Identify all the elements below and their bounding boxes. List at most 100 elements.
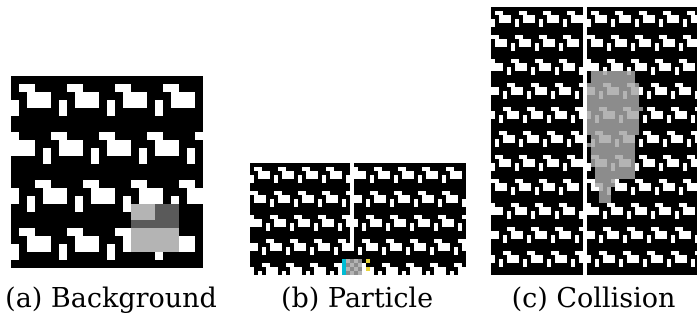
grid-cell bbox=[519, 223, 523, 227]
grid-cell bbox=[547, 179, 551, 183]
grid-cell bbox=[563, 103, 567, 107]
grid-cell bbox=[278, 255, 282, 259]
grid-cell bbox=[430, 223, 434, 227]
grid-cell bbox=[290, 195, 294, 199]
grid-cell bbox=[350, 255, 354, 259]
grid-cell bbox=[675, 207, 679, 211]
grid-cell bbox=[687, 15, 691, 19]
grid-cell bbox=[115, 252, 123, 260]
grid-cell bbox=[611, 83, 615, 87]
grid-cell bbox=[358, 259, 362, 263]
grid-cell bbox=[374, 183, 378, 187]
grid-cell bbox=[623, 115, 627, 119]
grid-cell bbox=[695, 223, 697, 227]
grid-cell bbox=[99, 124, 107, 132]
grid-cell bbox=[531, 47, 535, 51]
grid-cell bbox=[563, 187, 567, 191]
grid-cell bbox=[671, 103, 675, 107]
grid-cell bbox=[671, 55, 675, 59]
grid-cell bbox=[75, 108, 83, 116]
grid-cell bbox=[643, 135, 647, 139]
grid-cell bbox=[635, 175, 639, 179]
grid-cell bbox=[438, 211, 442, 215]
grid-cell bbox=[687, 19, 691, 23]
grid-cell bbox=[679, 147, 683, 151]
grid-cell bbox=[555, 179, 559, 183]
grid-cell bbox=[495, 199, 499, 203]
grid-cell bbox=[619, 83, 623, 87]
grid-cell bbox=[495, 239, 499, 243]
grid-cell bbox=[623, 107, 627, 111]
grid-cell bbox=[675, 151, 679, 155]
grid-cell bbox=[695, 155, 697, 159]
grid-cell bbox=[358, 211, 362, 215]
grid-cell bbox=[346, 259, 350, 263]
grid-cell bbox=[290, 203, 294, 207]
grid-cell bbox=[679, 79, 683, 83]
grid-cell bbox=[507, 11, 511, 15]
grid-cell bbox=[651, 271, 655, 275]
grid-cell bbox=[458, 191, 462, 195]
grid-cell bbox=[314, 203, 318, 207]
grid-cell bbox=[515, 51, 519, 55]
grid-cell bbox=[418, 187, 422, 191]
grid-cell bbox=[410, 247, 414, 251]
grid-cell bbox=[631, 223, 635, 227]
grid-cell bbox=[679, 67, 683, 71]
grid-cell bbox=[91, 212, 99, 220]
grid-cell bbox=[274, 163, 278, 167]
grid-cell bbox=[35, 188, 43, 196]
grid-cell bbox=[691, 87, 695, 91]
grid-cell bbox=[563, 143, 567, 147]
grid-cell bbox=[587, 11, 591, 15]
grid-cell bbox=[543, 267, 547, 271]
grid-cell bbox=[75, 164, 83, 172]
grid-cell bbox=[543, 23, 547, 27]
grid-cell bbox=[410, 243, 414, 247]
grid-cell bbox=[179, 172, 187, 180]
grid-cell bbox=[131, 212, 139, 220]
grid-cell bbox=[639, 239, 643, 243]
grid-cell bbox=[627, 123, 631, 127]
grid-cell bbox=[667, 223, 671, 227]
grid-cell bbox=[559, 267, 563, 271]
grid-cell bbox=[147, 252, 155, 260]
grid-cell bbox=[523, 171, 527, 175]
grid-cell bbox=[663, 99, 667, 103]
grid-cell bbox=[659, 155, 663, 159]
grid-cell bbox=[607, 31, 611, 35]
grid-cell bbox=[515, 47, 519, 51]
grid-cell bbox=[659, 239, 663, 243]
grid-cell bbox=[374, 227, 378, 231]
grid-cell bbox=[647, 271, 651, 275]
grid-cell bbox=[603, 147, 607, 151]
grid-cell bbox=[302, 251, 306, 255]
grid-cell bbox=[679, 123, 683, 127]
grid-cell bbox=[523, 99, 527, 103]
grid-cell bbox=[334, 223, 338, 227]
grid-cell bbox=[675, 79, 679, 83]
grid-cell bbox=[195, 180, 203, 188]
grid-cell bbox=[83, 148, 91, 156]
grid-cell bbox=[539, 187, 543, 191]
grid-cell bbox=[511, 247, 515, 251]
grid-cell bbox=[639, 215, 643, 219]
grid-cell bbox=[547, 99, 551, 103]
grid-cell bbox=[378, 207, 382, 211]
grid-cell bbox=[603, 79, 607, 83]
grid-cell bbox=[627, 235, 631, 239]
grid-cell bbox=[11, 220, 19, 228]
grid-cell bbox=[595, 79, 599, 83]
grid-cell bbox=[679, 215, 683, 219]
grid-cell bbox=[306, 183, 310, 187]
grid-cell bbox=[631, 35, 635, 39]
grid-cell bbox=[515, 107, 519, 111]
grid-cell bbox=[543, 127, 547, 131]
grid-cell bbox=[563, 199, 567, 203]
grid-cell bbox=[647, 219, 651, 223]
grid-cell bbox=[507, 231, 511, 235]
grid-cell bbox=[667, 99, 671, 103]
grid-cell bbox=[551, 143, 555, 147]
grid-cell bbox=[442, 235, 446, 239]
grid-cell bbox=[659, 271, 663, 275]
